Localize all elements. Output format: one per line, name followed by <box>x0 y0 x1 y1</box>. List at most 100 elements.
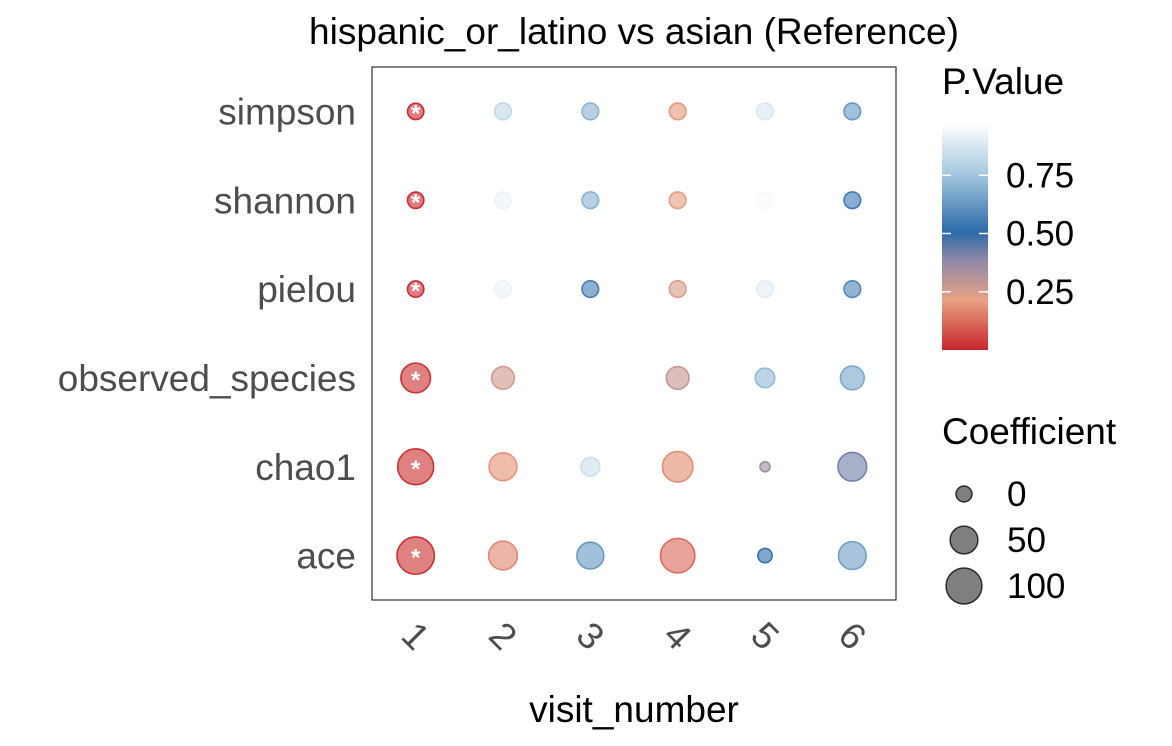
point-simpson-visit-2 <box>493 102 513 121</box>
y-axis-tick-labels: simpson shannon pielou observed_specieschao… <box>58 91 356 576</box>
y-tick-label-shannon: shannon <box>214 180 356 221</box>
size-legend-title: Coefficient <box>942 411 1117 452</box>
point-simpson-visit-3 <box>581 102 600 121</box>
point-marker <box>843 279 862 299</box>
point-ace-visit-1: * <box>396 536 436 576</box>
point-marker <box>839 365 866 391</box>
point-observed-species-visit-2 <box>490 365 516 391</box>
x-tick-label-2: 2 <box>481 614 525 658</box>
point-chao1-visit-5 <box>759 460 771 473</box>
size-key-label: 50 <box>1007 521 1046 560</box>
point-ace-visit-3 <box>576 541 605 570</box>
point-marker <box>668 102 687 121</box>
point-marker <box>843 191 862 210</box>
point-observed-species-visit-5 <box>754 367 776 389</box>
color-tick-label: 0.25 <box>1006 273 1074 312</box>
point-pielou-visit-3 <box>581 279 600 299</box>
point-marker <box>665 365 690 391</box>
point-marker <box>580 456 601 478</box>
chart-title: hispanic_or_latino vs asian (Reference) <box>309 11 959 52</box>
point-marker <box>406 191 425 210</box>
size-legend-keys: 0 50 100 <box>945 475 1065 606</box>
point-marker <box>494 280 512 299</box>
size-key-circle <box>945 567 983 605</box>
point-shannon-visit-5 <box>756 191 774 210</box>
point-marker <box>576 541 605 570</box>
color-legend-bar <box>942 124 988 350</box>
point-marker <box>756 191 774 210</box>
point-marker <box>754 367 776 389</box>
x-tick-label-5: 5 <box>743 614 787 658</box>
point-marker <box>406 102 425 121</box>
point-marker <box>837 540 868 571</box>
significance-star: * <box>411 545 421 572</box>
point-marker <box>396 536 436 576</box>
point-chao1-visit-4 <box>661 450 694 483</box>
x-tick-label-4: 4 <box>656 614 700 658</box>
point-pielou-visit-1: * <box>406 278 425 305</box>
point-marker <box>668 191 687 210</box>
x-tick-label-1: 1 <box>394 614 438 658</box>
point-marker <box>493 102 513 121</box>
significance-star: * <box>411 100 421 127</box>
point-chao1-visit-1: * <box>396 447 435 486</box>
point-marker <box>490 365 516 391</box>
point-marker <box>487 540 519 571</box>
point-simpson-visit-4 <box>668 102 687 121</box>
size-legend: Coefficient 0 50 100 <box>942 411 1117 606</box>
significance-star: * <box>411 278 421 305</box>
point-marker <box>661 450 694 483</box>
significance-star: * <box>411 189 421 216</box>
point-marker <box>494 191 512 210</box>
point-marker <box>759 460 771 473</box>
data-points: * * * * * * <box>396 100 868 576</box>
plot-panel <box>371 66 897 601</box>
point-marker <box>396 447 435 486</box>
point-marker <box>581 102 600 121</box>
point-marker <box>837 451 868 482</box>
point-pielou-visit-2 <box>494 280 512 299</box>
point-marker <box>581 279 600 299</box>
point-simpson-visit-6 <box>843 102 862 121</box>
y-tick-label-simpson: simpson <box>218 91 356 132</box>
point-chao1-visit-6 <box>837 451 868 482</box>
point-ace-visit-6 <box>837 540 868 571</box>
size-key-circle <box>955 485 973 503</box>
x-tick-label-6: 6 <box>831 614 875 658</box>
significance-star: * <box>411 367 421 394</box>
point-ace-visit-5 <box>757 547 773 564</box>
point-marker <box>406 280 425 299</box>
point-shannon-visit-4 <box>668 191 687 210</box>
color-tick-label: 0.50 <box>1006 215 1074 254</box>
point-observed-species-visit-6 <box>839 365 866 391</box>
point-marker <box>755 279 775 299</box>
point-simpson-visit-1: * <box>406 100 425 127</box>
y-tick-label-chao1: chao1 <box>255 447 356 488</box>
point-shannon-visit-1: * <box>406 189 425 216</box>
point-marker <box>843 102 862 121</box>
point-marker <box>581 191 600 210</box>
point-pielou-visit-4 <box>668 279 687 299</box>
color-legend: P.Value 0.75 0.50 0.25 <box>942 61 1074 350</box>
significance-star: * <box>411 456 421 483</box>
point-observed-species-visit-1: * <box>400 362 432 394</box>
point-ace-visit-4 <box>659 537 696 574</box>
x-axis-label: visit_number <box>529 689 739 730</box>
point-chao1-visit-3 <box>580 456 601 478</box>
size-key-label: 0 <box>1007 475 1026 514</box>
point-pielou-visit-5 <box>755 279 775 299</box>
color-tick-label: 0.75 <box>1006 156 1074 195</box>
size-key-circle <box>949 525 979 555</box>
point-simpson-visit-5 <box>755 102 775 121</box>
color-legend-title: P.Value <box>942 61 1064 102</box>
point-shannon-visit-2 <box>494 191 512 210</box>
size-key-label: 100 <box>1007 567 1065 606</box>
y-tick-label-pielou: pielou <box>257 269 356 310</box>
y-tick-label-ace: ace <box>296 536 356 577</box>
point-marker <box>488 452 518 482</box>
point-shannon-visit-3 <box>581 191 600 210</box>
point-marker <box>400 362 432 394</box>
